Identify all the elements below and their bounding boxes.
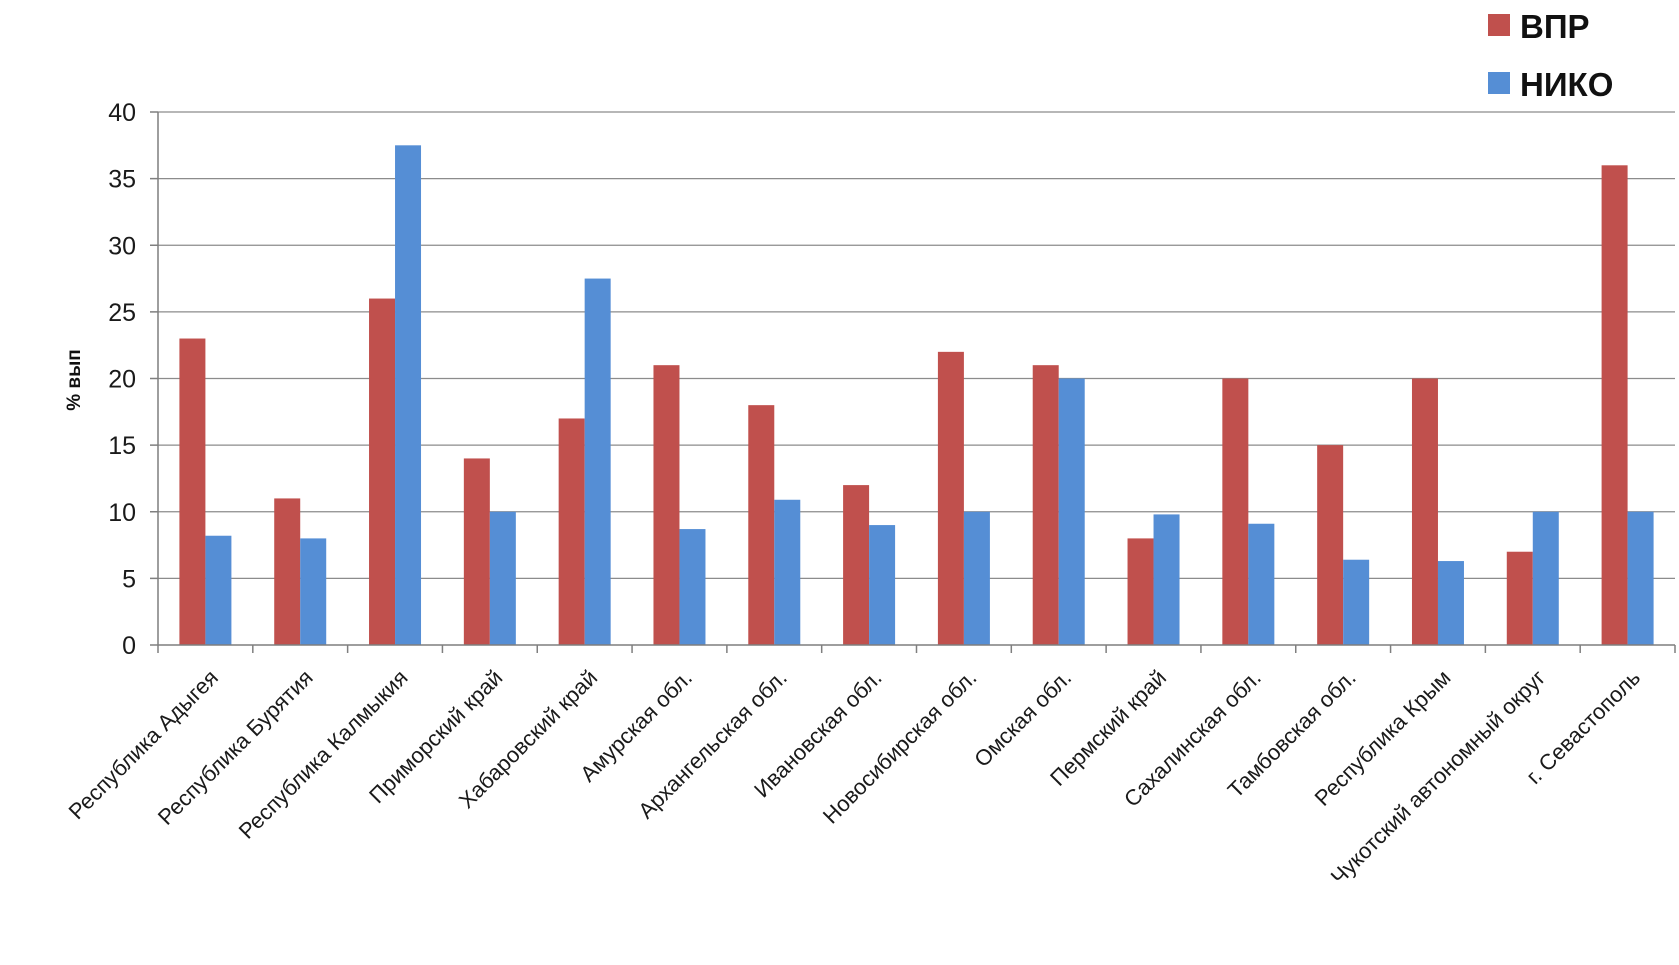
bar-niko [1627, 511, 1654, 645]
y-tick-labels: 0 5 10 15 20 25 30 35 40 [108, 99, 136, 660]
bar-niko [300, 538, 327, 645]
bar-niko [869, 525, 896, 645]
legend-swatch-vpr [1488, 14, 1510, 36]
bar-vpr [1601, 165, 1628, 646]
bar-vpr [179, 338, 206, 645]
bar-niko [205, 535, 232, 645]
y-tick-label: 5 [122, 565, 136, 593]
y-tick-label: 15 [108, 432, 136, 460]
bar-vpr [558, 418, 585, 645]
bar-vpr [369, 298, 396, 645]
bar-niko [395, 145, 422, 645]
bar-vpr [1222, 378, 1249, 645]
bar-vpr [1506, 551, 1533, 645]
y-tick-label: 40 [108, 99, 136, 127]
bar-niko [1058, 378, 1085, 645]
y-tick-label: 25 [108, 299, 136, 327]
y-tick-label: 35 [108, 166, 136, 194]
bar-niko [679, 529, 706, 645]
bar-niko [963, 511, 990, 645]
axes [150, 111, 1676, 653]
legend-swatch-niko [1488, 72, 1510, 94]
legend-label-niko: НИКО [1520, 66, 1613, 103]
bar-vpr [274, 498, 301, 645]
x-tick-label: Новосибирская обл. [818, 665, 982, 829]
y-axis-title: % вып [64, 349, 85, 411]
bar-vpr [1317, 445, 1344, 645]
bar-niko [584, 278, 611, 645]
x-tick-label: Омская обл. [969, 665, 1076, 772]
bar-vpr [937, 351, 964, 645]
bar-vpr [1127, 538, 1154, 645]
y-tick-label: 0 [122, 632, 136, 660]
legend-label-vpr: ВПР [1520, 8, 1590, 45]
y-tick-label: 30 [108, 232, 136, 260]
y-tick-label: 10 [108, 499, 136, 527]
bar-niko [1248, 523, 1275, 645]
bar-vpr [748, 405, 775, 645]
bar-niko [1153, 514, 1180, 645]
bar-niko [774, 499, 801, 645]
bar-niko [1343, 559, 1370, 645]
bar-vpr [1032, 365, 1059, 645]
legend: ВПР НИКО [1488, 8, 1613, 103]
bar-niko [489, 511, 516, 645]
bar-vpr [653, 365, 680, 645]
bar-niko [1532, 511, 1559, 645]
x-tick-label: Республика Бурятия [153, 665, 318, 830]
bar-vpr [843, 485, 870, 645]
bar-niko [1437, 561, 1464, 645]
bars [179, 145, 1654, 646]
y-tick-label: 20 [108, 366, 136, 394]
x-tick-label: Республика Калмыкия [234, 665, 413, 844]
bar-vpr [1411, 378, 1438, 645]
bar-vpr [463, 458, 490, 645]
